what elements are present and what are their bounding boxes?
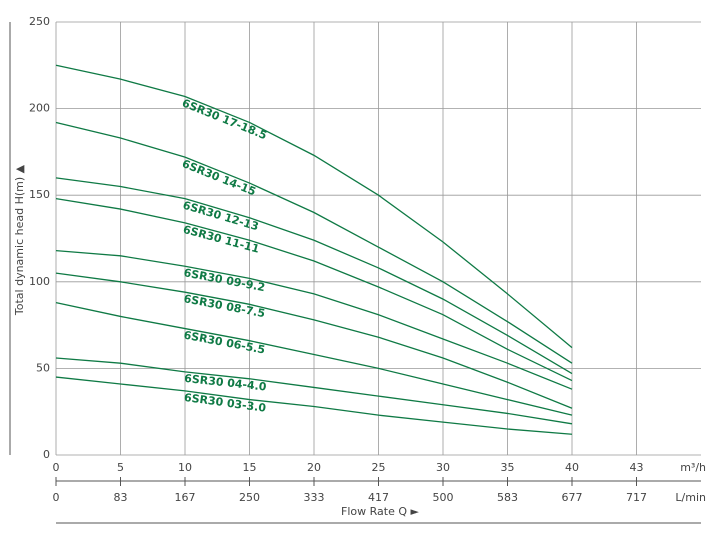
x2-tick-label: 417 — [368, 491, 389, 504]
curve — [55, 272, 573, 409]
x2-tick-label: 0 — [53, 491, 60, 504]
x-tick-label: 15 — [243, 461, 257, 474]
series-label: 6SR30 04-4.0 — [184, 372, 268, 394]
x-tick-label: 5 — [117, 461, 124, 474]
y-tick-label: 100 — [29, 275, 50, 288]
x-tick-label: 0 — [53, 461, 60, 474]
x-tick-label: 10 — [178, 461, 192, 474]
x-tick-label: 40 — [565, 461, 579, 474]
x-tick-label: 25 — [372, 461, 386, 474]
y-tick-label: 150 — [29, 188, 50, 201]
x2-tick-label: 500 — [433, 491, 454, 504]
y-axis-title: Total dynamic head H(m) ▲ — [13, 164, 26, 316]
x2-unit: L/min — [675, 491, 706, 504]
y-tick-label: 250 — [29, 15, 50, 28]
curve — [55, 249, 573, 390]
curve — [55, 64, 573, 349]
series-label: 6SR30 08-7.5 — [183, 292, 267, 320]
x2-tick-label: 677 — [562, 491, 583, 504]
x-tick-label: 35 — [501, 461, 515, 474]
x-tick-label: 20 — [307, 461, 321, 474]
curve — [55, 357, 573, 425]
series-label: 6SR30 14-15 — [180, 157, 258, 198]
x2-tick-label: 83 — [114, 491, 128, 504]
x2-tick-label: 717 — [626, 491, 647, 504]
x-axis-title: Flow Rate Q ► — [341, 505, 419, 518]
curve — [55, 121, 573, 364]
y-tick-label: 200 — [29, 102, 50, 115]
y-tick-label: 0 — [43, 448, 50, 461]
series-label: 6SR30 06-5.5 — [183, 329, 267, 357]
x-tick-label: 43 — [630, 461, 644, 474]
y-tick-label: 50 — [36, 361, 50, 374]
x2-tick-label: 583 — [497, 491, 518, 504]
x-unit: m³/h — [680, 461, 706, 474]
curve — [55, 177, 573, 375]
series-label: 6SR30 09-9.2 — [183, 266, 267, 294]
x-tick-label: 30 — [436, 461, 450, 474]
curve — [55, 198, 573, 382]
curve — [55, 301, 573, 416]
x2-tick-label: 167 — [175, 491, 196, 504]
curve — [55, 376, 573, 435]
x2-tick-label: 333 — [304, 491, 325, 504]
x2-tick-label: 250 — [239, 491, 260, 504]
series-label: 6SR30 17-18.5 — [180, 96, 269, 142]
series-label: 6SR30 03-3.0 — [183, 391, 267, 415]
